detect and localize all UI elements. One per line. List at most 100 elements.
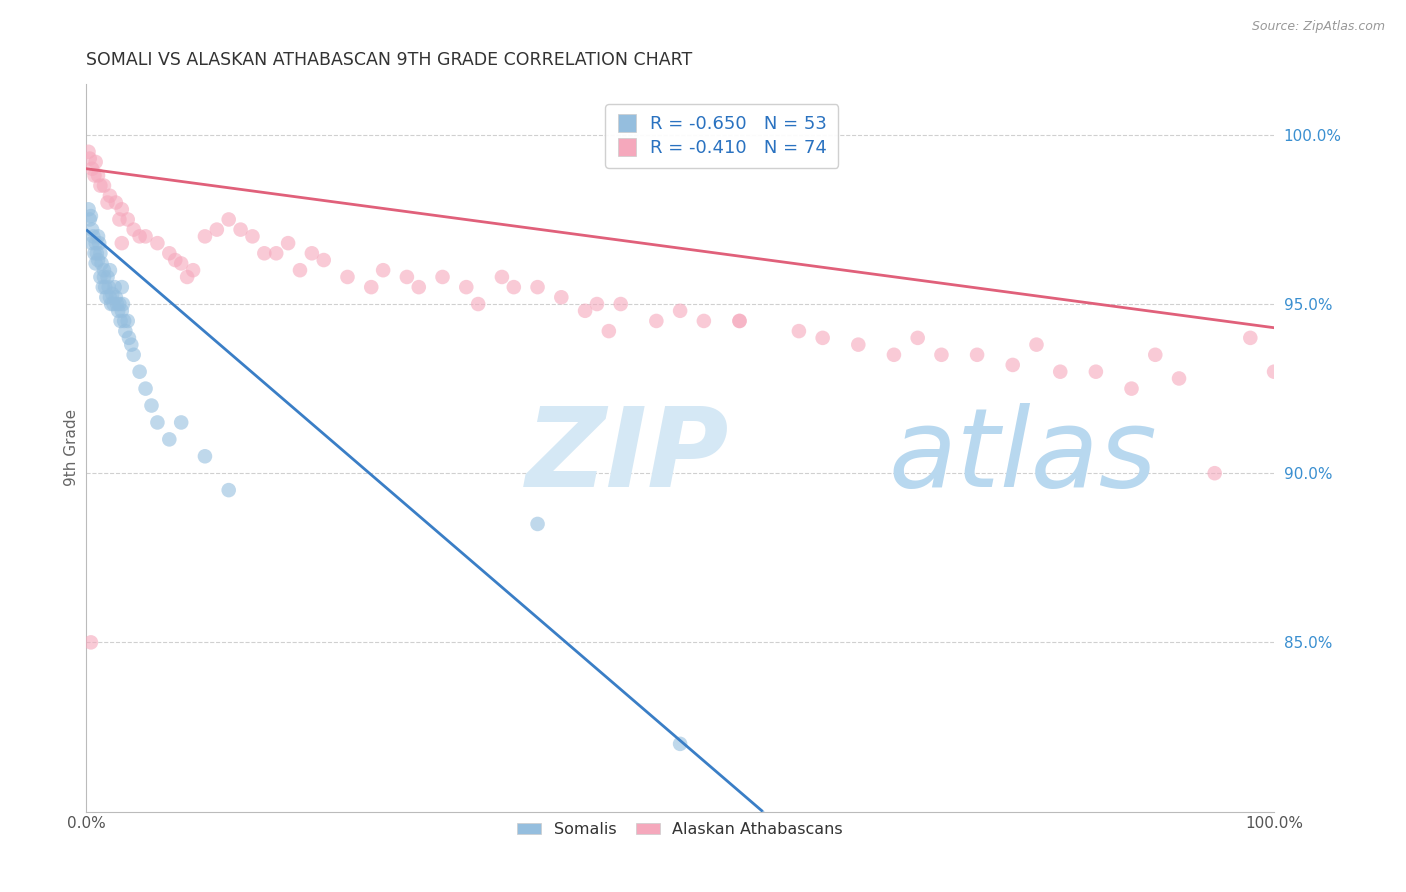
Point bbox=[96, 270, 118, 285]
Point bbox=[253, 246, 276, 260]
Point bbox=[1263, 365, 1285, 379]
Point bbox=[84, 236, 107, 251]
Point bbox=[110, 314, 132, 328]
Point bbox=[728, 314, 751, 328]
Point bbox=[83, 169, 105, 183]
Point bbox=[84, 155, 107, 169]
Point bbox=[111, 297, 134, 311]
Point bbox=[301, 246, 323, 260]
Point bbox=[229, 222, 252, 236]
Point bbox=[170, 256, 193, 270]
Point bbox=[120, 337, 142, 351]
Point bbox=[135, 229, 157, 244]
Point bbox=[194, 450, 217, 464]
Point bbox=[79, 212, 101, 227]
Point bbox=[108, 212, 131, 227]
Point bbox=[502, 280, 524, 294]
Point bbox=[82, 236, 104, 251]
Point bbox=[141, 399, 163, 413]
Point bbox=[93, 270, 115, 285]
Point bbox=[87, 229, 110, 244]
Point bbox=[1084, 365, 1107, 379]
Point bbox=[111, 202, 134, 217]
Point bbox=[82, 222, 104, 236]
Text: ZIP: ZIP bbox=[526, 403, 730, 510]
Point bbox=[176, 270, 198, 285]
Point bbox=[336, 270, 359, 285]
Point bbox=[135, 382, 157, 396]
Point bbox=[112, 314, 135, 328]
Point bbox=[104, 290, 127, 304]
Point bbox=[79, 152, 101, 166]
Point bbox=[86, 246, 108, 260]
Point bbox=[811, 331, 834, 345]
Point bbox=[1204, 466, 1226, 480]
Point bbox=[87, 169, 110, 183]
Point bbox=[93, 263, 115, 277]
Y-axis label: 9th Grade: 9th Grade bbox=[65, 409, 79, 486]
Point bbox=[491, 270, 513, 285]
Point bbox=[526, 516, 548, 531]
Point bbox=[787, 324, 810, 338]
Point bbox=[84, 256, 107, 270]
Point bbox=[111, 303, 134, 318]
Point bbox=[89, 236, 111, 251]
Point bbox=[669, 303, 692, 318]
Point bbox=[146, 236, 169, 251]
Point bbox=[98, 290, 121, 304]
Point bbox=[205, 222, 228, 236]
Point bbox=[931, 348, 953, 362]
Point bbox=[77, 145, 100, 159]
Point bbox=[83, 246, 105, 260]
Point bbox=[1025, 337, 1047, 351]
Point bbox=[598, 324, 620, 338]
Point bbox=[1144, 348, 1167, 362]
Point bbox=[77, 202, 100, 217]
Point bbox=[1121, 382, 1143, 396]
Point bbox=[98, 188, 121, 202]
Point bbox=[181, 263, 204, 277]
Point bbox=[82, 161, 104, 176]
Point bbox=[89, 178, 111, 193]
Point bbox=[669, 737, 692, 751]
Point bbox=[80, 635, 103, 649]
Point bbox=[89, 270, 111, 285]
Point bbox=[456, 280, 478, 294]
Point bbox=[1239, 331, 1261, 345]
Point bbox=[693, 314, 716, 328]
Legend: Somalis, Alaskan Athabascans: Somalis, Alaskan Athabascans bbox=[510, 816, 849, 844]
Point bbox=[104, 280, 127, 294]
Point bbox=[277, 236, 299, 251]
Point bbox=[96, 195, 118, 210]
Point bbox=[194, 229, 217, 244]
Point bbox=[907, 331, 929, 345]
Point bbox=[312, 253, 335, 268]
Point bbox=[117, 314, 139, 328]
Point bbox=[80, 209, 103, 223]
Text: atlas: atlas bbox=[889, 403, 1157, 510]
Point bbox=[128, 365, 150, 379]
Point bbox=[609, 297, 631, 311]
Point bbox=[1049, 365, 1071, 379]
Point bbox=[574, 303, 596, 318]
Point bbox=[146, 416, 169, 430]
Point bbox=[395, 270, 418, 285]
Point bbox=[264, 246, 287, 260]
Point bbox=[360, 280, 382, 294]
Point bbox=[157, 246, 180, 260]
Point bbox=[242, 229, 264, 244]
Point bbox=[96, 290, 118, 304]
Point bbox=[101, 286, 124, 301]
Point bbox=[105, 297, 128, 311]
Point bbox=[111, 236, 134, 251]
Point bbox=[218, 212, 240, 227]
Point bbox=[408, 280, 430, 294]
Point bbox=[118, 331, 141, 345]
Point bbox=[883, 348, 905, 362]
Point bbox=[87, 253, 110, 268]
Point bbox=[104, 195, 127, 210]
Point bbox=[371, 263, 394, 277]
Point bbox=[108, 297, 131, 311]
Point bbox=[111, 280, 134, 294]
Point bbox=[90, 256, 112, 270]
